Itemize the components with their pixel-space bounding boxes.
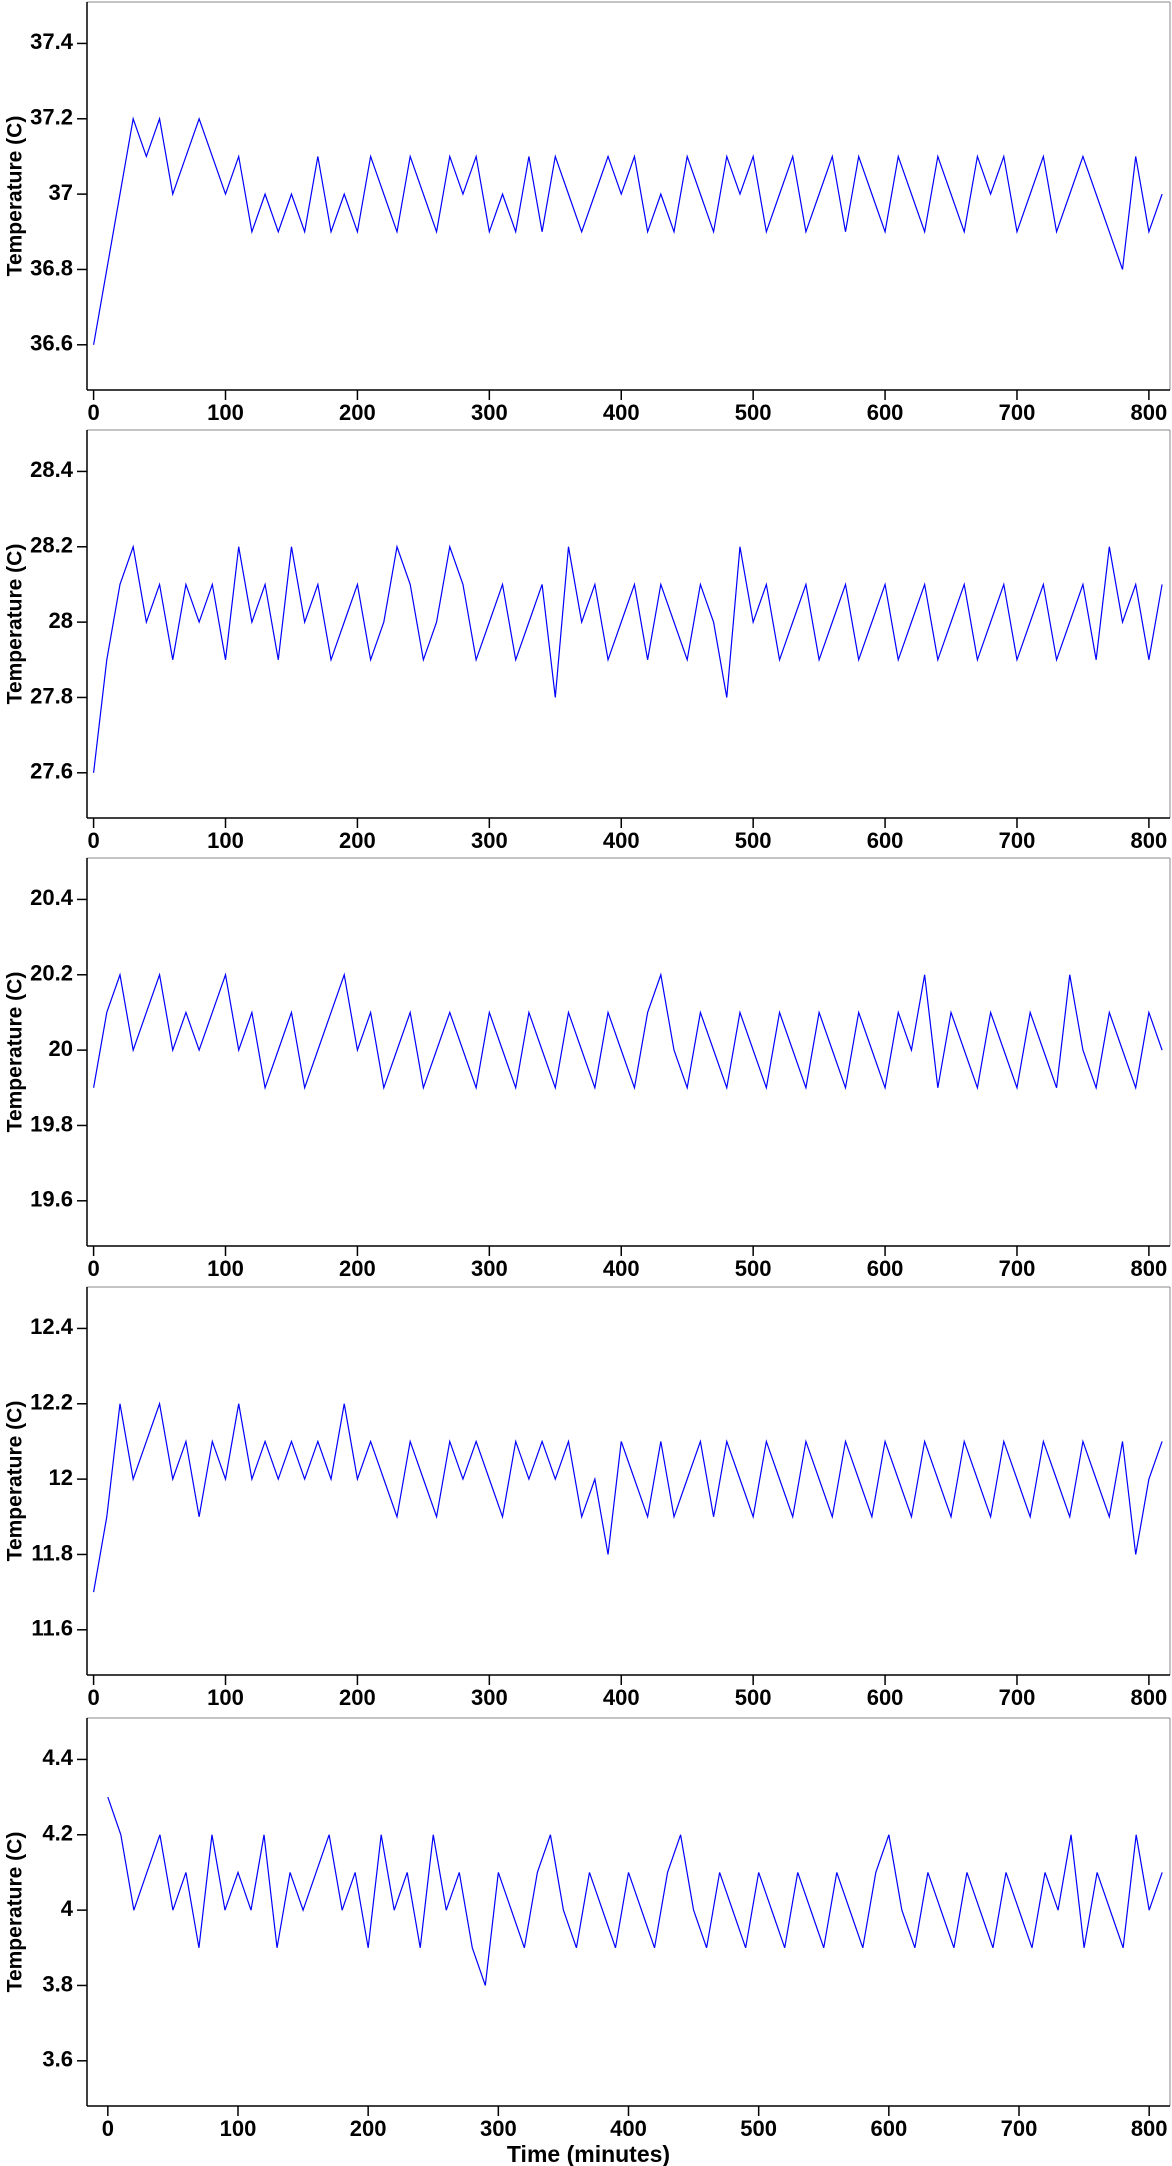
x-tick-label: 600 xyxy=(867,1685,904,1710)
y-tick-label: 28.4 xyxy=(30,457,74,482)
y-tick-label: 20.4 xyxy=(30,885,74,910)
x-tick-label: 400 xyxy=(603,1685,640,1710)
y-tick-label: 27.6 xyxy=(30,759,73,784)
y-tick-label: 37.2 xyxy=(30,105,73,130)
data-line xyxy=(93,116,1163,345)
y-tick-label: 12.2 xyxy=(30,1390,73,1415)
x-tick-label: 500 xyxy=(735,400,772,425)
y-axis-label: Temperature (C) xyxy=(4,1401,27,1562)
y-tick-label: 4.2 xyxy=(42,1821,73,1846)
x-tick-label: 700 xyxy=(999,1256,1036,1281)
y-tick-label: 11.8 xyxy=(31,1540,73,1565)
x-tick-label: 700 xyxy=(999,828,1036,853)
data-line xyxy=(93,544,1163,773)
x-tick-label: 500 xyxy=(735,1256,772,1281)
y-tick-label: 36.6 xyxy=(30,331,73,356)
x-tick-label: 100 xyxy=(220,2116,257,2141)
x-tick-label: 0 xyxy=(87,1256,99,1281)
x-tick-label: 100 xyxy=(207,828,244,853)
x-tick-label: 300 xyxy=(471,1685,508,1710)
x-tick-label: 0 xyxy=(87,400,99,425)
y-tick-label: 19.8 xyxy=(30,1111,73,1136)
x-tick-label: 100 xyxy=(207,400,244,425)
x-tick-label: 800 xyxy=(1131,1685,1168,1710)
x-tick-label: 200 xyxy=(339,828,376,853)
data-line xyxy=(93,1401,1163,1593)
y-tick-label: 12.4 xyxy=(30,1314,74,1339)
y-tick-label: 4.4 xyxy=(42,1745,73,1770)
y-axis-label: Temperature (C) xyxy=(4,1832,27,1993)
x-tick-label: 700 xyxy=(999,1685,1036,1710)
x-tick-label: 600 xyxy=(867,1256,904,1281)
x-tick-label: 600 xyxy=(870,2116,907,2141)
x-tick-label: 500 xyxy=(735,828,772,853)
x-tick-label: 600 xyxy=(867,828,904,853)
x-tick-label: 0 xyxy=(102,2116,114,2141)
y-tick-label: 20 xyxy=(49,1036,73,1061)
x-tick-label: 100 xyxy=(207,1685,244,1710)
x-tick-label: 700 xyxy=(999,400,1036,425)
y-tick-label: 27.8 xyxy=(30,683,73,708)
x-tick-label: 800 xyxy=(1131,828,1168,853)
y-tick-label: 28 xyxy=(49,608,73,633)
data-line xyxy=(93,972,1163,1091)
x-tick-label: 500 xyxy=(735,1685,772,1710)
y-tick-label: 37 xyxy=(49,180,73,205)
y-tick-label: 3.6 xyxy=(42,2047,73,2072)
y-axis-label: Temperature (C) xyxy=(4,544,27,705)
y-tick-label: 19.6 xyxy=(30,1187,73,1212)
y-tick-label: 20.2 xyxy=(30,961,73,986)
x-tick-label: 400 xyxy=(603,828,640,853)
y-tick-label: 3.8 xyxy=(42,1971,73,1996)
x-tick-label: 200 xyxy=(350,2116,387,2141)
x-tick-label: 0 xyxy=(87,828,99,853)
x-tick-label: 800 xyxy=(1131,2116,1168,2141)
x-tick-label: 0 xyxy=(87,1685,99,1710)
x-tick-label: 400 xyxy=(603,400,640,425)
y-tick-label: 12 xyxy=(49,1465,73,1490)
y-tick-label: 11.6 xyxy=(31,1616,73,1641)
x-tick-label: 200 xyxy=(339,1685,376,1710)
x-tick-label: 600 xyxy=(867,400,904,425)
x-tick-label: 200 xyxy=(339,1256,376,1281)
y-tick-label: 36.8 xyxy=(30,255,73,280)
y-tick-label: 4 xyxy=(61,1896,74,1921)
y-tick-label: 37.4 xyxy=(30,29,74,54)
y-axis-label: Temperature (C) xyxy=(4,972,27,1133)
y-tick-label: 28.2 xyxy=(30,533,73,558)
x-tick-label: 300 xyxy=(480,2116,517,2141)
x-tick-label: 700 xyxy=(1001,2116,1038,2141)
x-tick-label: 800 xyxy=(1131,1256,1168,1281)
x-axis-label: Time (minutes) xyxy=(507,2141,670,2166)
x-tick-label: 400 xyxy=(610,2116,647,2141)
y-axis-label: Temperature (C) xyxy=(4,116,27,277)
x-tick-label: 200 xyxy=(339,400,376,425)
x-tick-label: 500 xyxy=(740,2116,777,2141)
x-tick-label: 300 xyxy=(471,400,508,425)
x-tick-label: 300 xyxy=(471,828,508,853)
x-tick-label: 800 xyxy=(1131,400,1168,425)
data-line xyxy=(107,1796,1163,1986)
x-tick-label: 100 xyxy=(207,1256,244,1281)
x-tick-label: 300 xyxy=(471,1256,508,1281)
x-tick-label: 400 xyxy=(603,1256,640,1281)
